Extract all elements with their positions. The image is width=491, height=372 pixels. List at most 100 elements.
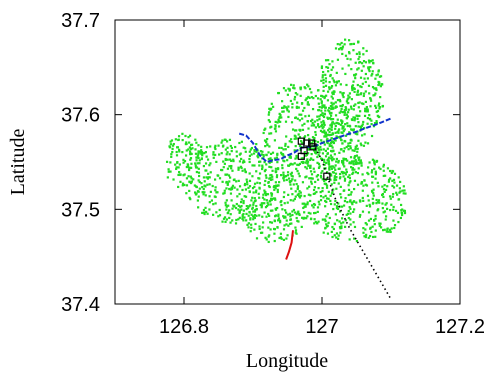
network-point <box>320 123 324 127</box>
network-point <box>340 122 344 125</box>
network-point <box>326 99 330 102</box>
network-point <box>267 235 270 238</box>
network-point <box>240 140 244 143</box>
network-point <box>360 162 363 165</box>
network-point <box>309 199 312 203</box>
network-point <box>189 152 192 155</box>
network-point <box>355 93 359 96</box>
network-point <box>324 218 327 221</box>
network-point <box>360 127 363 130</box>
network-point <box>310 124 313 127</box>
network-point <box>381 185 384 188</box>
network-point <box>293 197 296 201</box>
network-point <box>324 134 327 137</box>
network-point <box>346 159 349 162</box>
network-point <box>291 178 294 181</box>
network-point <box>294 226 297 229</box>
network-point <box>384 188 388 192</box>
network-point <box>252 152 256 155</box>
network-point <box>188 180 191 183</box>
network-point <box>342 175 345 178</box>
network-point <box>305 97 308 100</box>
square-marker <box>309 143 317 151</box>
network-point <box>348 131 351 134</box>
network-point <box>349 145 352 148</box>
network-point <box>265 153 268 156</box>
network-point <box>268 145 271 148</box>
network-point <box>250 199 253 202</box>
network-point <box>226 173 229 176</box>
network-point <box>262 193 265 196</box>
network-point <box>292 86 295 89</box>
network-point <box>284 209 287 212</box>
network-point <box>344 219 347 222</box>
network-point <box>275 174 279 177</box>
network-point <box>279 219 282 222</box>
network-point <box>223 189 226 192</box>
network-point <box>333 175 336 178</box>
network-point <box>338 111 341 114</box>
network-point <box>349 141 352 145</box>
network-point <box>222 192 225 195</box>
network-point <box>195 192 198 195</box>
network-point <box>223 162 226 165</box>
network-point <box>230 167 233 170</box>
network-point <box>325 225 329 228</box>
network-point <box>328 130 331 134</box>
network-point <box>284 89 287 92</box>
network-point <box>364 107 367 110</box>
network-point <box>266 201 269 204</box>
network-point <box>268 199 271 203</box>
markers-layer <box>297 137 331 180</box>
network-point <box>218 153 221 156</box>
network-point <box>198 187 201 190</box>
network-point <box>349 193 352 196</box>
network-point <box>357 101 360 105</box>
network-point <box>214 189 217 192</box>
network-point <box>261 215 264 218</box>
network-point <box>190 177 193 180</box>
network-point <box>331 141 334 144</box>
network-point <box>251 206 254 209</box>
network-point <box>349 212 352 215</box>
network-point <box>234 145 237 149</box>
network-point <box>314 211 317 215</box>
network-point <box>278 116 281 119</box>
network-point <box>287 145 290 149</box>
network-point <box>379 75 383 78</box>
network-point <box>346 124 349 128</box>
network-point <box>349 218 352 221</box>
network-point <box>368 69 371 73</box>
network-point <box>324 155 328 158</box>
network-point <box>350 107 353 110</box>
network-point <box>359 159 362 162</box>
network-point <box>280 116 283 119</box>
network-point <box>175 150 178 154</box>
network-point <box>293 98 296 101</box>
network-point <box>324 149 327 152</box>
network-point <box>293 137 296 140</box>
network-point <box>354 147 357 151</box>
network-point <box>312 167 315 170</box>
network-point <box>266 144 269 147</box>
network-point <box>326 90 330 93</box>
network-point <box>310 180 313 183</box>
network-point <box>193 191 197 194</box>
network-point <box>336 118 339 121</box>
network-point <box>340 119 343 122</box>
network-point <box>341 172 344 175</box>
network-point <box>331 121 334 124</box>
network-point <box>295 106 298 109</box>
network-point <box>326 177 329 180</box>
network-point <box>288 222 292 226</box>
network-point <box>358 52 361 55</box>
network-point <box>347 209 350 213</box>
network-point <box>299 88 302 91</box>
network-point <box>292 199 295 202</box>
network-point <box>371 72 374 76</box>
network-point <box>375 88 378 92</box>
network-point <box>353 119 356 122</box>
network-point <box>351 129 355 132</box>
network-point <box>224 148 227 151</box>
network-point <box>392 186 396 189</box>
